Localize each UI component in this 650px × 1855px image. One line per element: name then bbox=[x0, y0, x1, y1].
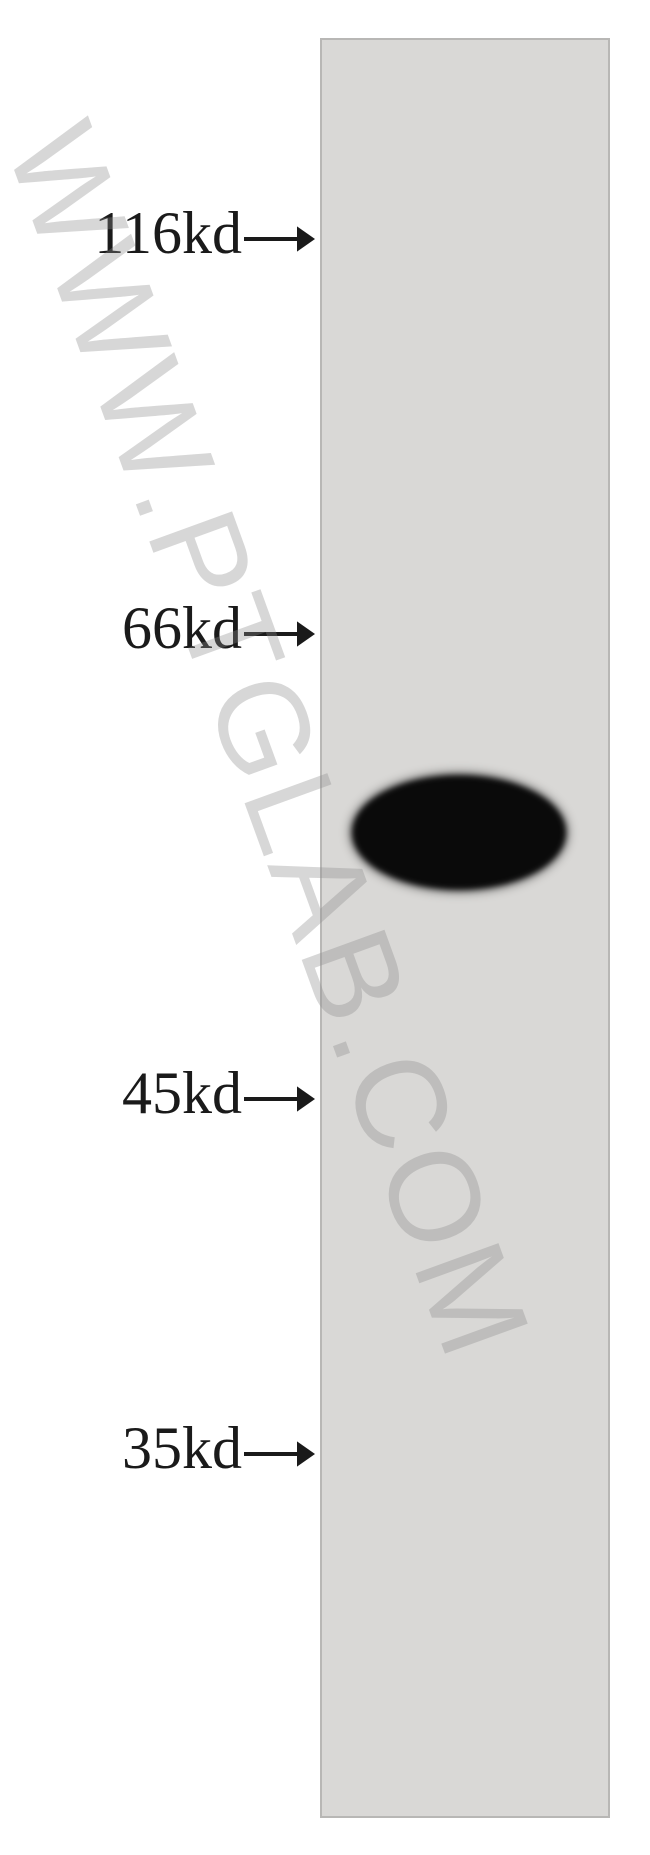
blot-band bbox=[352, 775, 566, 890]
blot-lane bbox=[320, 38, 610, 1818]
marker-text: 66kd bbox=[122, 595, 242, 661]
arrow-right-icon bbox=[242, 209, 315, 269]
marker-text: 35kd bbox=[122, 1415, 242, 1481]
marker-text: 116kd bbox=[94, 200, 242, 266]
marker-label: 35kd bbox=[122, 1414, 315, 1484]
arrow-right-icon bbox=[242, 1069, 315, 1129]
arrow-right-icon bbox=[242, 1424, 315, 1484]
marker-label: 45kd bbox=[122, 1059, 315, 1129]
marker-label: 66kd bbox=[122, 594, 315, 664]
blot-figure: 116kd66kd45kd35kd WWW.PTGLAB.COM bbox=[0, 0, 650, 1855]
marker-label: 116kd bbox=[94, 199, 315, 269]
arrow-right-icon bbox=[242, 604, 315, 664]
marker-text: 45kd bbox=[122, 1060, 242, 1126]
